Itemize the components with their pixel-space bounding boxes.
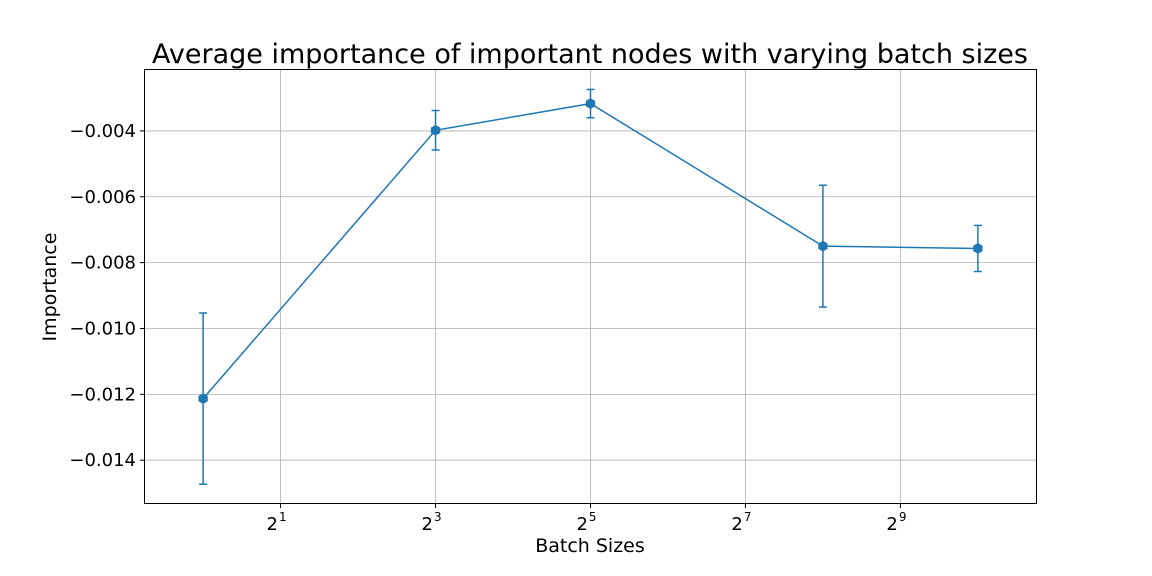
y-tick-label: −0.014 xyxy=(69,450,136,471)
y-tick-label: −0.006 xyxy=(69,187,136,208)
y-tick-label: −0.008 xyxy=(69,253,136,274)
data-point-marker xyxy=(818,240,828,252)
data-point-marker xyxy=(198,393,208,404)
x-axis-label: Batch Sizes xyxy=(535,535,645,557)
y-tick-label: −0.004 xyxy=(69,121,136,142)
grid xyxy=(145,70,1036,503)
data-point-marker xyxy=(973,243,983,254)
x-tick-label: 21 xyxy=(267,510,287,535)
chart-title: Average importance of important nodes wi… xyxy=(152,39,1028,70)
data-point-marker xyxy=(430,124,441,136)
data-point-marker xyxy=(585,98,596,109)
y-tick-label: −0.010 xyxy=(69,318,136,339)
x-tick-label: 25 xyxy=(576,510,596,535)
x-tick-label: 27 xyxy=(731,510,751,535)
y-tick-label: −0.012 xyxy=(69,384,136,405)
x-tick-label: 23 xyxy=(421,510,441,535)
series xyxy=(198,88,983,485)
x-tick-label: 29 xyxy=(886,510,906,535)
y-axis-label: Importance xyxy=(39,233,61,342)
axis-ticks: 21 23 25 27 29 −0.004 −0.006 −0.008 −0.010 −0.012… xyxy=(69,121,906,535)
